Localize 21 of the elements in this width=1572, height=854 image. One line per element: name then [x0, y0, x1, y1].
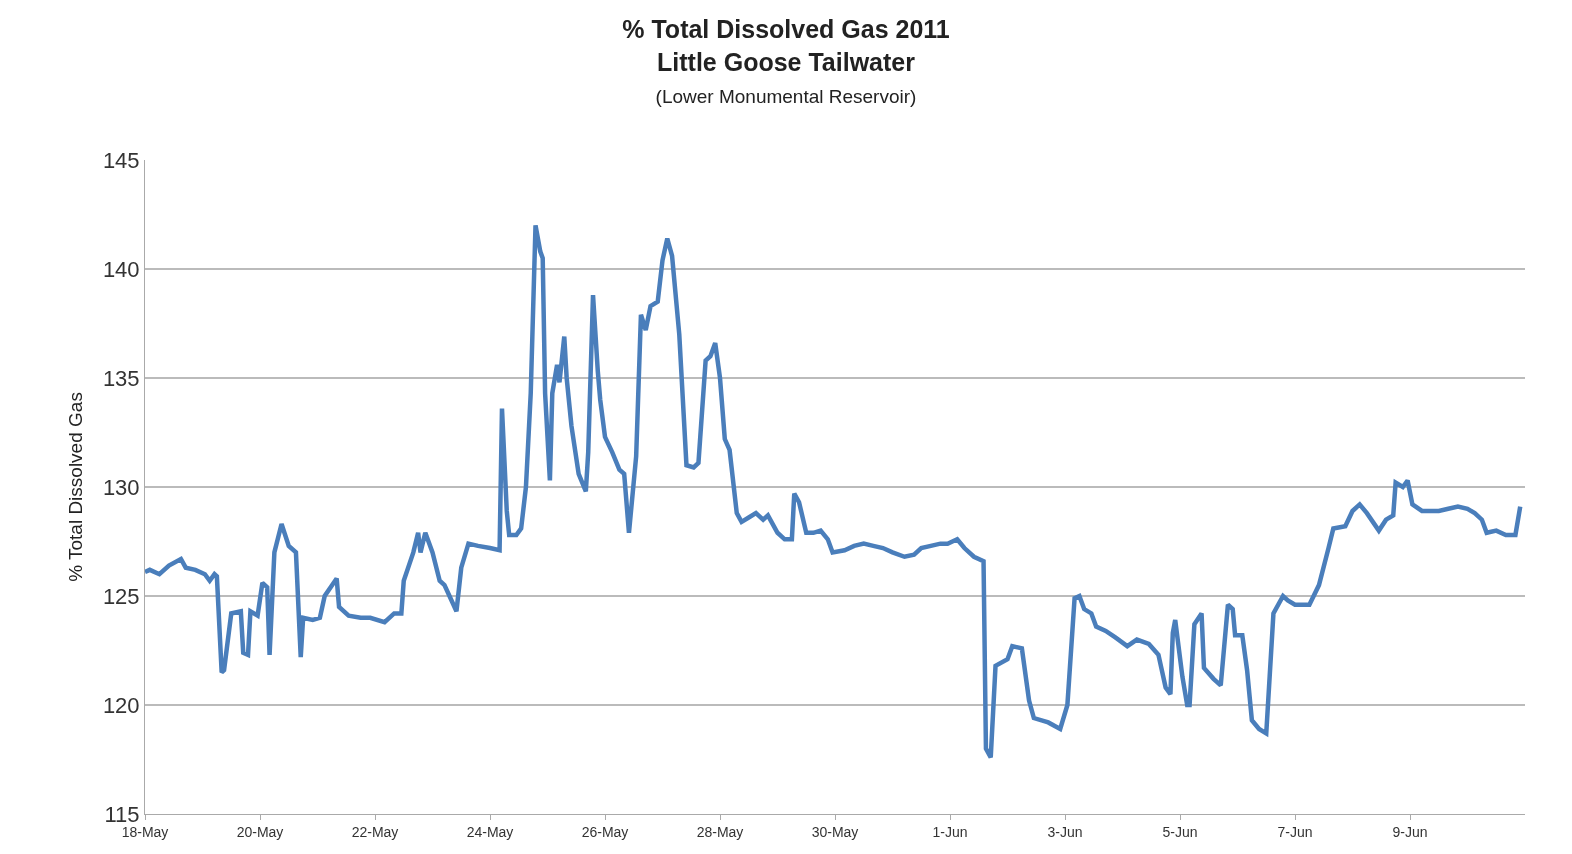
y-tick-label: 125: [102, 583, 140, 609]
x-tick-label: 26-May: [581, 823, 629, 840]
y-tick-label: 130: [102, 474, 140, 500]
x-tick-label: 22-May: [351, 823, 399, 840]
y-axis-title: % Total Dissolved Gas: [64, 392, 86, 582]
y-tick-label: 140: [102, 256, 140, 282]
y-tick-label: 120: [102, 692, 140, 718]
x-tick-label: 9-Jun: [1392, 823, 1428, 840]
chart-title: % Total Dissolved Gas 2011 Little Goose Tailwater: [622, 15, 950, 76]
y-tick-label: 145: [102, 147, 140, 173]
x-tick-label: 20-May: [236, 823, 284, 840]
line-series: [145, 223, 1523, 760]
x-tick-label: 7-Jun: [1277, 823, 1313, 840]
chart-subtitle: (Lower Monumental Reservoir): [655, 86, 917, 108]
x-tick-label: 5-Jun: [1162, 823, 1198, 840]
x-tick-label: 3-Jun: [1047, 823, 1083, 840]
x-tick-label: 30-May: [811, 823, 859, 840]
x-tick-label: 24-May: [466, 823, 514, 840]
x-tick-label: 28-May: [696, 823, 744, 840]
x-tick-label: 1-Jun: [932, 823, 968, 840]
y-tick-label: 135: [102, 365, 140, 391]
